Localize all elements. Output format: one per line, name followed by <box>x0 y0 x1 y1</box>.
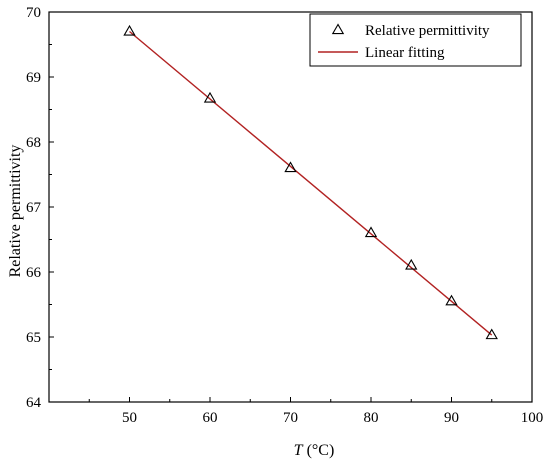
x-tick-label: 90 <box>444 410 459 426</box>
data-point <box>364 226 378 238</box>
data-point <box>405 258 418 270</box>
y-tick-label: 67 <box>26 200 42 216</box>
x-tick-label: 80 <box>364 410 379 426</box>
plot-frame <box>48 11 533 403</box>
y-tick-label: 65 <box>26 330 41 346</box>
legend-label-linear-fitting: Linear fitting <box>365 45 445 61</box>
fit-line-layer <box>129 30 493 336</box>
x-tick-label: 50 <box>122 410 137 426</box>
marker-layer <box>123 24 498 340</box>
y-axis-title: Relative permittivity <box>7 145 24 278</box>
data-point <box>123 24 136 36</box>
x-axis-title: T (°C) <box>294 442 335 459</box>
y-tick-label: 68 <box>26 135 41 151</box>
x-tick-label: 60 <box>203 410 218 426</box>
y-tick-label: 64 <box>26 395 42 411</box>
y-tick-label: 66 <box>26 265 42 281</box>
legend-box <box>309 13 522 67</box>
data-point <box>485 328 498 340</box>
legend-label-relative-permittivity: Relative permittivity <box>365 23 490 39</box>
axes: 50 60 70 80 90 100 64 65 66 67 68 69 70 <box>26 5 543 426</box>
fit-line <box>129 30 493 336</box>
y-tick-label: 70 <box>26 5 41 21</box>
legend: Relative permittivity Linear fitting <box>309 13 522 67</box>
data-point <box>284 161 297 173</box>
y-tick-label: 69 <box>26 70 41 86</box>
x-tick-label: 70 <box>283 410 298 426</box>
data-point <box>203 91 217 103</box>
x-tick-label: 100 <box>521 410 544 426</box>
legend-marker-triangle <box>331 23 345 35</box>
data-point <box>445 294 458 306</box>
